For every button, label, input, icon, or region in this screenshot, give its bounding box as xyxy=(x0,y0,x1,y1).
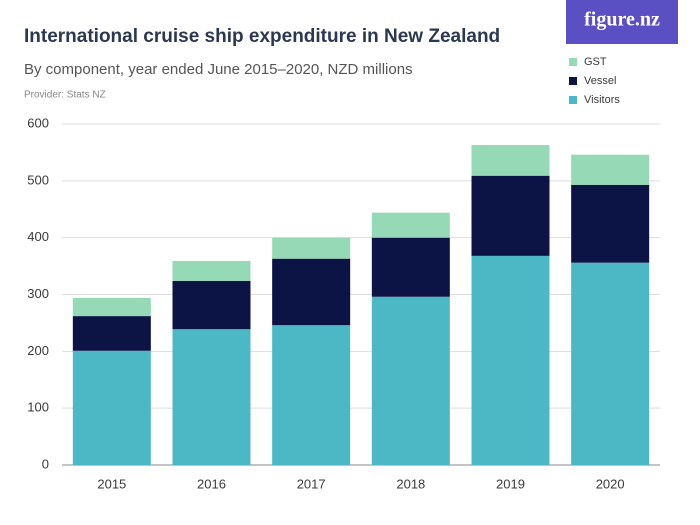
source: Provider: Stats NZ xyxy=(24,90,106,101)
x-tick-label: 2017 xyxy=(297,476,326,491)
bar-segment xyxy=(72,297,151,317)
chart-subtitle: By component, year ended June 2015–2020,… xyxy=(24,61,413,78)
bar-segment xyxy=(571,154,650,185)
bar-segment xyxy=(471,255,550,465)
y-tick-label: 600 xyxy=(27,115,49,130)
legend-label: GST xyxy=(584,56,607,68)
legend-swatch xyxy=(569,77,577,85)
bar-segment xyxy=(172,329,251,465)
bar-segment xyxy=(172,280,251,330)
bar-segment xyxy=(72,350,151,465)
y-tick-label: 500 xyxy=(27,172,49,187)
y-tick-label: 100 xyxy=(27,400,49,415)
bar-segment xyxy=(371,212,450,238)
bar-segment xyxy=(471,145,550,176)
y-tick-label: 0 xyxy=(42,456,49,471)
brand: figure.nz xyxy=(584,9,660,31)
bar-segment xyxy=(571,262,650,465)
bar-segment xyxy=(72,316,151,351)
legend-swatch xyxy=(569,58,577,66)
x-tick-label: 2018 xyxy=(396,476,425,491)
y-tick-label: 400 xyxy=(27,229,49,244)
bar-segment xyxy=(571,184,650,263)
x-tick-label: 2016 xyxy=(197,476,226,491)
brand-box xyxy=(566,0,678,44)
bar-segment xyxy=(471,175,550,256)
x-tick-label: 2015 xyxy=(97,476,126,491)
x-tick-label: 2019 xyxy=(496,476,525,491)
chart-title: International cruise ship expenditure in… xyxy=(24,26,500,47)
y-tick-label: 200 xyxy=(27,343,49,358)
bar-segment xyxy=(371,296,450,465)
legend-label: Visitors xyxy=(584,94,620,106)
bar-segment xyxy=(371,237,450,297)
legend-label: Vessel xyxy=(584,75,616,87)
bar-segment xyxy=(272,237,351,259)
bar-segment xyxy=(272,325,351,465)
y-tick-label: 300 xyxy=(27,286,49,301)
bar-segment xyxy=(172,260,251,281)
x-tick-label: 2020 xyxy=(596,476,625,491)
legend-swatch xyxy=(569,96,577,104)
bar-segment xyxy=(272,258,351,326)
